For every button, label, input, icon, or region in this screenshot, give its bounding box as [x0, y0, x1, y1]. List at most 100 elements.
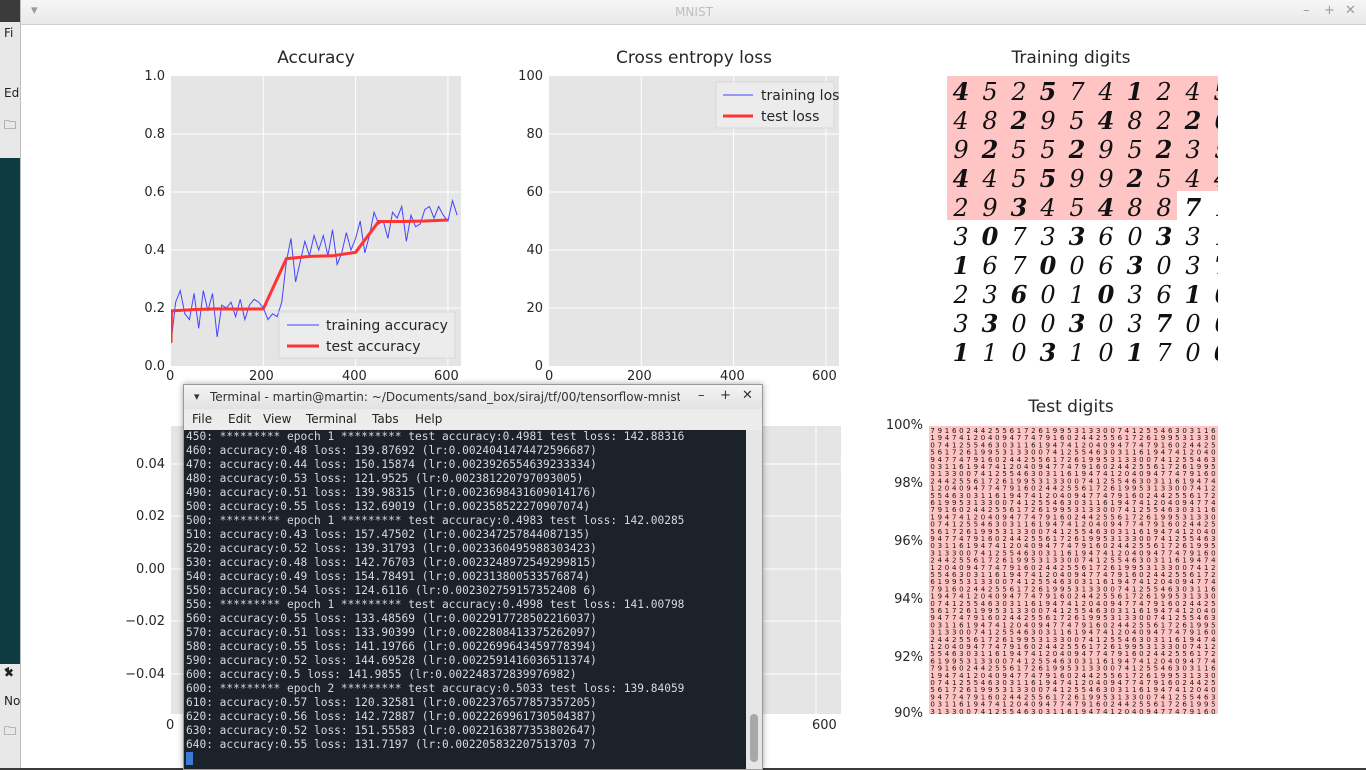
test-digit-glyph: 3 [1060, 636, 1064, 644]
test-digit-glyph: 6 [1175, 557, 1180, 565]
test-digit-glyph: 7 [938, 600, 942, 608]
bg-menu-file-label[interactable]: Fi [4, 26, 14, 40]
test-digit-glyph: 1 [1204, 485, 1208, 493]
test-digit-glyph: 5 [1110, 672, 1114, 680]
test-digit-glyph: 7 [1125, 600, 1129, 608]
test-digit-glyph: 3 [1161, 564, 1165, 572]
terminal-line: 570: accuracy:0.51 loss: 133.90399 (lr:0… [186, 626, 597, 639]
test-digit-glyph: 2 [1175, 614, 1179, 622]
test-digit-glyph: 7 [988, 564, 992, 572]
test-digit-glyph: 9 [1046, 672, 1050, 680]
test-digit-glyph: 3 [1175, 506, 1179, 514]
test-digit-glyph: 4 [1161, 456, 1166, 464]
terminal-menu-file[interactable]: File [192, 412, 213, 426]
test-digit-glyph: 1 [981, 456, 985, 464]
test-digit-glyph: 4 [1118, 600, 1123, 608]
test-digit-glyph: 2 [1082, 521, 1086, 529]
test-digit-glyph: 4 [981, 506, 986, 514]
folder-icon[interactable]: 🗀 [4, 118, 17, 132]
digit-glyph: 0 [1040, 251, 1057, 280]
test-digit-glyph: 3 [1211, 614, 1215, 622]
window-titlebar[interactable]: ▾ MNIST – + ✕ [21, 0, 1366, 25]
test-digit-glyph: 0 [1211, 470, 1215, 478]
test-digit-glyph: 5 [1110, 434, 1114, 442]
window-menu-icon[interactable]: ▾ [31, 3, 38, 18]
test-digit-glyph: 3 [966, 578, 970, 586]
test-digit-glyph: 1 [1110, 549, 1114, 557]
terminal-scrollbar[interactable] [746, 430, 762, 769]
terminal-scrollbar-thumb[interactable] [750, 714, 758, 762]
test-digit-glyph: 6 [1118, 434, 1123, 442]
close-icon[interactable]: ✖ [4, 666, 15, 680]
terminal-maximize-icon[interactable]: + [720, 388, 731, 403]
test-digit-glyph: 3 [995, 600, 999, 608]
test-digit-glyph: 6 [1175, 636, 1180, 644]
test-digit-glyph: 0 [1211, 672, 1215, 680]
test-digit-glyph: 5 [1010, 549, 1014, 557]
digit-glyph: 3 [982, 309, 999, 338]
scroll-left-icon[interactable]: ◂ [4, 664, 10, 675]
test-digit-glyph: 1 [1161, 521, 1165, 529]
test-digit-glyph: 0 [1103, 506, 1107, 514]
test-digit-glyph: 3 [1038, 636, 1042, 644]
terminal-menu-terminal[interactable]: Terminal [306, 412, 357, 426]
test-digit-glyph: 1 [1053, 456, 1057, 464]
test-digit-glyph: 5 [1031, 456, 1035, 464]
test-digit-glyph: 6 [1182, 463, 1187, 471]
maximize-icon[interactable]: + [1324, 3, 1335, 18]
test-digit-glyph: 7 [1197, 499, 1201, 507]
folder-icon-2[interactable]: 🗀 [4, 724, 17, 738]
test-digit-glyph: 3 [1053, 636, 1057, 644]
test-digit-glyph: 2 [1060, 564, 1064, 572]
test-digit-glyph: 9 [930, 535, 934, 543]
test-digit-glyph: 5 [1103, 614, 1107, 622]
terminal-menu-edit[interactable]: Edit [228, 412, 252, 426]
terminal-menu-icon[interactable]: ▾ [194, 390, 200, 403]
test-digit-glyph: 4 [981, 463, 986, 471]
test-digit-glyph: 1 [952, 701, 956, 709]
test-digit-glyph: 4 [1024, 701, 1029, 709]
test-digit-glyph: 6 [938, 607, 943, 615]
test-digit-glyph: 4 [1017, 499, 1022, 507]
test-digit-glyph: 1 [1146, 607, 1150, 615]
test-digit-glyph: 4 [938, 614, 943, 622]
test-digit-glyph: 4 [1190, 679, 1195, 687]
terminal-menu-view[interactable]: View [263, 412, 292, 426]
test-digit-glyph: 5 [1074, 564, 1078, 572]
minimize-icon[interactable]: – [1303, 3, 1310, 18]
test-digit-glyph: 3 [930, 549, 934, 557]
close-window-icon[interactable]: ✕ [1345, 3, 1356, 18]
terminal-menu-help[interactable]: Help [415, 412, 443, 426]
test-digit-glyph: 5 [1154, 665, 1158, 673]
test-digit-glyph: 5 [1046, 499, 1050, 507]
test-digit-glyph: 0 [1125, 629, 1129, 637]
test-digit-glyph: 7 [1096, 470, 1100, 478]
terminal-titlebar[interactable]: ▾ Terminal - martin@martin: ~/Documents/… [184, 385, 762, 410]
test-digit-glyph: 9 [1096, 535, 1100, 543]
test-digit-glyph: 5 [1110, 513, 1114, 521]
test-digit-glyph: 4 [1161, 650, 1166, 658]
test-digit-glyph: 1 [981, 557, 985, 565]
digit-glyph: 0 [982, 222, 999, 251]
terminal-close-icon[interactable]: ✕ [742, 388, 753, 403]
test-digit-glyph: 3 [1082, 499, 1086, 507]
terminal-output[interactable]: 450: ********* epoch 1 ********* test ac… [184, 430, 746, 769]
test-digit-glyph: 4 [1017, 492, 1022, 500]
test-digit-glyph: 9 [1060, 665, 1064, 673]
bg-edit-label[interactable]: Edi [4, 86, 23, 100]
test-digit-glyph: 1 [966, 542, 970, 550]
terminal-menu-tabs[interactable]: Tabs [372, 412, 399, 426]
digit-glyph: 5 [982, 78, 997, 106]
test-digit-glyph: 3 [1211, 456, 1215, 464]
test-digit-glyph: 4 [1017, 470, 1022, 478]
test-digit-glyph: 7 [1060, 542, 1064, 550]
test-digit-glyph: 0 [930, 542, 934, 550]
test-digit-glyph: 9 [1146, 629, 1150, 637]
terminal-minimize-icon[interactable]: – [698, 388, 705, 403]
test-digit-glyph: 5 [966, 441, 970, 449]
test-digit-glyph: 4 [959, 672, 964, 680]
test-digit-glyph: 1 [1038, 441, 1042, 449]
test-digit-glyph: 4 [981, 679, 986, 687]
